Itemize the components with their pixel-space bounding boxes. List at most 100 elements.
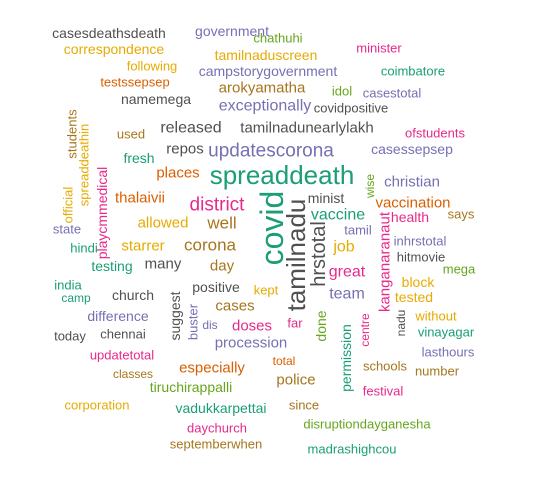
word-state: state bbox=[53, 222, 81, 237]
word-today: today bbox=[54, 329, 86, 344]
word-fresh: fresh bbox=[123, 150, 154, 166]
word-dis: dis bbox=[202, 318, 217, 332]
word-says: says bbox=[448, 207, 475, 222]
word-casestotal: casestotal bbox=[363, 86, 422, 101]
word-nadu: nadu bbox=[394, 310, 408, 337]
word-testing: testing bbox=[91, 258, 132, 274]
word-thalaivii: thalaivii bbox=[115, 190, 165, 207]
word-disruptiondayganesha: disruptiondayganesha bbox=[303, 417, 431, 432]
word-students: students bbox=[65, 109, 80, 159]
word-casesdeathsdeath: casesdeathsdeath bbox=[52, 25, 166, 41]
word-tamilnadunearlylakh: tamilnadunearlylakh bbox=[240, 120, 373, 137]
word-kanganaranaut: kanganaranaut bbox=[377, 211, 394, 312]
word-starrer: starrer bbox=[121, 238, 164, 255]
word-great: great bbox=[329, 264, 366, 281]
word-ofstudents: ofstudents bbox=[405, 126, 465, 141]
word-kept: kept bbox=[254, 283, 279, 298]
word-minist: minist bbox=[308, 190, 345, 206]
word-lasthours: lasthours bbox=[422, 345, 475, 360]
word-inhrstotal: inhrstotal bbox=[394, 234, 447, 249]
word-updatetotal: updatetotal bbox=[90, 348, 154, 363]
word-festival: festival bbox=[363, 384, 404, 399]
word-following: following bbox=[127, 59, 178, 74]
word-health: health bbox=[391, 209, 429, 225]
word-campstorygovernment: campstorygovernment bbox=[199, 63, 338, 79]
word-testssepsep: testssepsep bbox=[100, 75, 169, 90]
word-buster: buster bbox=[186, 303, 201, 340]
word-corporation: corporation bbox=[64, 398, 129, 413]
word-madrashighcou: madrashighcou bbox=[308, 442, 397, 457]
word-vaccination: vaccination bbox=[375, 195, 450, 212]
word-updatescorona: updatescorona bbox=[208, 141, 334, 162]
word-india: india bbox=[54, 278, 82, 293]
word-block: block bbox=[402, 274, 436, 290]
word-minister: minister bbox=[356, 41, 402, 56]
word-especially: especially bbox=[179, 360, 245, 377]
word-christian: christian bbox=[384, 174, 440, 191]
word-chathuhi: chathuhi bbox=[253, 31, 302, 46]
word-procession: procession bbox=[215, 335, 288, 352]
word-day: day bbox=[210, 258, 235, 275]
word-hrstotal: hrstotal bbox=[308, 221, 330, 287]
word-wise: wise bbox=[363, 174, 377, 199]
word-camp: camp bbox=[61, 291, 91, 305]
word-positive: positive bbox=[192, 279, 240, 295]
word-casessepsep: casessepsep bbox=[371, 141, 453, 157]
word-covidpositive: covidpositive bbox=[314, 101, 388, 116]
word-mega: mega bbox=[443, 262, 476, 277]
word-released: released bbox=[160, 120, 221, 137]
word-idol: idol bbox=[332, 84, 352, 99]
word-far: far bbox=[287, 316, 303, 331]
word-done: done bbox=[313, 310, 329, 341]
word-septemberwhen: septemberwhen bbox=[170, 437, 263, 452]
word-many: many bbox=[145, 256, 182, 273]
word-allowed: allowed bbox=[138, 215, 189, 232]
word-job: job bbox=[332, 239, 354, 256]
word-government: government bbox=[195, 23, 269, 39]
word-schools: schools bbox=[363, 359, 408, 374]
word-namemega: namemega bbox=[121, 91, 191, 107]
word-daychurch: daychurch bbox=[187, 421, 247, 436]
word-official: official bbox=[61, 187, 76, 224]
word-vaccine: vaccine bbox=[311, 207, 365, 224]
word-exceptionally: exceptionally bbox=[219, 98, 312, 115]
word-vadukkarpettai: vadukkarpettai bbox=[175, 400, 266, 416]
word-church: church bbox=[112, 287, 154, 303]
word-spreaddeath: spreaddeath bbox=[210, 160, 355, 190]
word-tamilnaduscreen: tamilnaduscreen bbox=[215, 47, 318, 63]
word-team: team bbox=[329, 286, 365, 303]
word-well: well bbox=[206, 214, 236, 233]
word-suggest: suggest bbox=[167, 291, 183, 340]
word-places: places bbox=[156, 165, 199, 182]
word-tested: tested bbox=[395, 289, 433, 305]
word-district: district bbox=[190, 195, 246, 216]
word-corona: corona bbox=[184, 236, 237, 255]
word-permission: permission bbox=[338, 324, 354, 392]
word-covid: covid bbox=[254, 191, 290, 266]
word-playcmmedical: playcmmedical bbox=[94, 167, 110, 260]
word-classes: classes bbox=[113, 367, 153, 381]
word-cases: cases bbox=[215, 298, 254, 315]
word-coimbatore: coimbatore bbox=[381, 64, 445, 79]
word-repos: repos bbox=[166, 141, 204, 158]
word-hitmovie: hitmovie bbox=[397, 250, 445, 265]
word-chennai: chennai bbox=[100, 327, 146, 342]
word-without: without bbox=[414, 309, 457, 324]
word-spreaddeathin: spreaddeathin bbox=[77, 124, 92, 206]
word-vinayagar: vinayagar bbox=[418, 325, 475, 340]
word-number: number bbox=[415, 364, 460, 379]
word-arokyamatha: arokyamatha bbox=[219, 80, 306, 97]
word-police: police bbox=[276, 372, 315, 389]
word-hindi: hindi bbox=[70, 241, 98, 256]
word-correspondence: correspondence bbox=[64, 41, 165, 57]
word-centre: centre bbox=[358, 313, 372, 347]
word-doses: doses bbox=[232, 318, 272, 335]
word-tiruchirappalli: tiruchirappalli bbox=[150, 379, 232, 395]
word-total: total bbox=[273, 354, 296, 368]
word-used: used bbox=[117, 127, 145, 142]
word-since: since bbox=[289, 398, 319, 413]
word-tamil: tamil bbox=[344, 223, 372, 238]
word-tamilnadu: tamilnadu bbox=[281, 199, 311, 312]
word-difference: difference bbox=[87, 308, 148, 324]
